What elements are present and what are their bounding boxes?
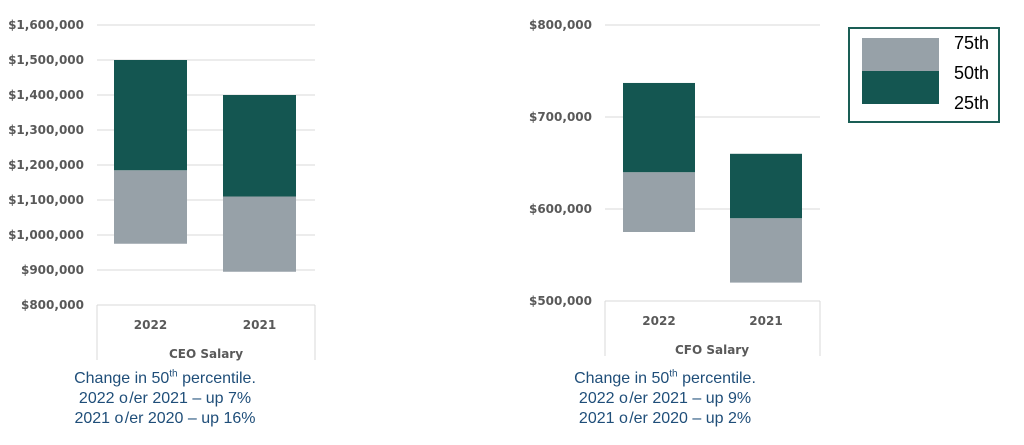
bar-2021-segment-lower	[730, 218, 802, 283]
y-tick-label: $1,500,000	[8, 53, 84, 67]
y-tick-label: $800,000	[529, 18, 592, 32]
y-tick-label: $1,200,000	[8, 158, 84, 172]
y-tick-label: $500,000	[529, 294, 592, 308]
cfo-note-suffix: percentile.	[677, 370, 756, 387]
cfo-note-sup: th	[669, 368, 678, 380]
bar-2021-segment-upper	[730, 153, 802, 219]
legend-swatch-upper	[862, 38, 939, 71]
chart-axis-title: CEO Salary	[169, 347, 243, 361]
y-tick-label: $1,400,000	[8, 88, 84, 102]
ceo-note-sup: th	[169, 368, 178, 380]
bar-2021-segment-lower	[223, 196, 296, 272]
cfo-note: Change in 50th percentile. 2022 o /er 20…	[540, 369, 790, 429]
legend-label-50th: 50th	[954, 63, 990, 83]
cfo-note-line-3: 2021 o /er 2020 – up 2%	[578, 410, 752, 427]
chart-axis-title: CFO Salary	[675, 343, 749, 357]
ceo-salary-chart: $800,000 $900,000 $1,000,000 $1,100,000 $1,2…	[8, 18, 316, 361]
y-tick-label: $1,100,000	[8, 193, 84, 207]
legend-swatch-lower	[862, 71, 939, 104]
cfo-note-line-1: Change in 50th percentile.	[540, 369, 790, 389]
cfo-salary-chart: $500,000 $600,000 $700,000 $800,000 2022 2021…	[529, 18, 821, 357]
y-tick-label: $1,600,000	[8, 18, 84, 32]
ceo-note-suffix: percentile.	[177, 370, 256, 387]
x-category-label: 2022	[134, 318, 167, 332]
x-category-label: 2021	[243, 318, 276, 332]
cfo-note-line-2: 2022 o /er 2021 – up 9%	[578, 390, 752, 407]
y-tick-label: $900,000	[21, 263, 84, 277]
cfo-note-prefix: Change in 50	[574, 370, 670, 387]
ceo-note: Change in 50th percentile. 2022 o /er 20…	[40, 369, 290, 429]
x-category-label: 2021	[749, 314, 782, 328]
legend-label-75th: 75th	[954, 33, 990, 53]
bar-2022-segment-lower	[114, 170, 187, 244]
bar-2022-segment-upper	[114, 60, 187, 171]
legend: 75th 50th 25th	[848, 27, 1000, 123]
bar-2022-segment-upper	[623, 82, 695, 173]
ceo-note-line-3: 2021 o /er 2020 – up 16%	[74, 410, 256, 427]
y-tick-label: $1,000,000	[8, 228, 84, 242]
legend-label-25th: 25th	[954, 93, 990, 113]
ceo-note-prefix: Change in 50	[74, 370, 170, 387]
bar-2021-segment-upper	[223, 95, 296, 197]
y-tick-label: $700,000	[529, 110, 592, 124]
ceo-note-line-2: 2022 o /er 2021 – up 7%	[78, 390, 252, 407]
bar-2022-segment-lower	[623, 172, 695, 232]
y-tick-label: $1,300,000	[8, 123, 84, 137]
y-tick-label: $600,000	[529, 202, 592, 216]
x-category-label: 2022	[642, 314, 675, 328]
ceo-note-line-1: Change in 50th percentile.	[40, 369, 290, 389]
y-tick-label: $800,000	[21, 298, 84, 312]
